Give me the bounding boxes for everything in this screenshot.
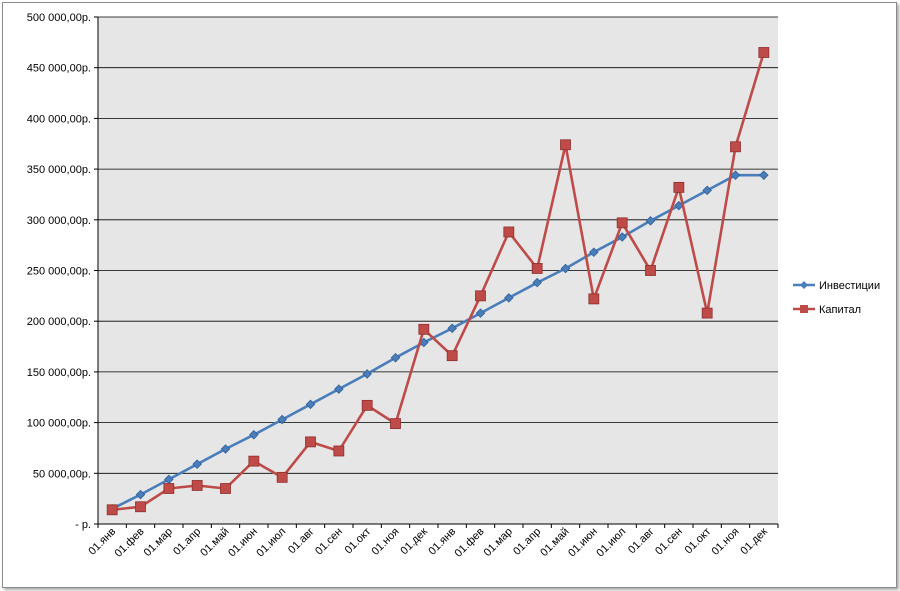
data-point-capital <box>361 399 373 411</box>
data-point-investments <box>249 430 259 440</box>
x-tick-label: 01.апр <box>171 526 203 558</box>
y-tick-label: 200 000,00р. <box>27 316 91 328</box>
x-tick-label: 01.сен <box>313 526 345 558</box>
data-point-investments <box>617 232 627 242</box>
x-tick-label: 01.май <box>198 526 231 559</box>
series-line-1 <box>111 173 764 510</box>
data-point-capital <box>701 307 713 319</box>
data-point-investments <box>447 323 457 334</box>
legend-marker <box>800 305 808 313</box>
data-point-investments <box>362 369 372 379</box>
x-tick-label: 01.дек <box>398 526 430 558</box>
data-point-capital <box>191 480 203 491</box>
x-tick-label: 01.июн <box>226 526 260 560</box>
x-tick-label: 01.окт <box>683 526 714 557</box>
data-point-capital <box>645 265 656 276</box>
data-point-capital <box>531 263 543 274</box>
data-point-capital <box>305 436 316 448</box>
x-tick-label: 01.авг <box>626 526 657 557</box>
x-tick-label: 01.мар <box>142 526 175 559</box>
x-tick-label: 01.мар <box>482 526 515 559</box>
data-point-capital <box>673 181 685 193</box>
y-tick-label: 400 000,00р. <box>27 113 91 125</box>
data-point-capital <box>390 418 401 430</box>
data-point-investments <box>645 216 656 226</box>
legend-label: Инвестиции <box>819 280 880 292</box>
data-point-capital <box>333 445 345 457</box>
data-point-capital <box>560 139 571 151</box>
data-point-capital <box>616 217 628 229</box>
data-point-investments <box>334 384 344 394</box>
legend-marker <box>800 281 808 289</box>
data-point-capital <box>758 47 770 58</box>
data-point-investments <box>504 293 514 303</box>
x-tick-label: 01.ноя <box>369 526 401 558</box>
data-point-capital <box>418 323 430 335</box>
data-point-investments <box>532 277 542 288</box>
data-point-capital <box>475 290 486 302</box>
data-point-capital <box>106 504 118 516</box>
data-point-investments <box>192 459 202 469</box>
y-tick-label: 300 000,00р. <box>27 215 91 227</box>
data-point-capital <box>135 501 146 513</box>
data-point-investments <box>135 489 146 500</box>
x-tick-label: 01.авг <box>286 526 317 557</box>
data-point-capital <box>730 141 741 153</box>
x-tick-label: 01.июн <box>566 526 600 560</box>
y-tick-label: 250 000,00р. <box>27 266 91 278</box>
y-tick-label: 500 000,00р. <box>27 12 91 24</box>
x-tick-label: 01.фев <box>452 526 486 560</box>
line-chart: - р. 50 000,00р. 100 000,00р. 150 000,00р. 2… <box>27 12 880 560</box>
data-point-investments <box>475 308 486 318</box>
x-tick-label: 01.дек <box>738 526 770 558</box>
x-tick-label: 01.ноя <box>709 526 741 558</box>
data-point-investments <box>305 399 316 410</box>
y-tick-label: 150 000,00р. <box>27 367 91 379</box>
x-tick-label: 01.май <box>538 526 571 559</box>
x-tick-label: 01.фев <box>112 526 146 560</box>
data-point-investments <box>702 185 712 196</box>
data-point-capital <box>248 455 260 467</box>
legend-label: Капитал <box>819 304 861 316</box>
y-tick-label: 100 000,00р. <box>27 418 91 430</box>
x-tick-label: 01.окт <box>343 526 374 557</box>
y-tick-label: 50 000,00р. <box>33 468 91 480</box>
x-tick-label: 01.июл <box>594 526 628 560</box>
data-point-capital <box>446 350 458 362</box>
data-point-investments <box>589 247 599 258</box>
data-point-investments <box>560 263 571 274</box>
data-point-investments <box>759 170 769 180</box>
data-point-investments <box>220 444 231 454</box>
y-tick-label: 450 000,00р. <box>27 63 91 75</box>
data-point-capital <box>588 293 600 305</box>
y-tick-label: - р. <box>75 519 91 531</box>
data-point-investments <box>277 414 287 425</box>
y-tick-label: 350 000,00р. <box>27 164 91 176</box>
data-point-investments <box>390 352 401 363</box>
data-point-capital <box>276 471 288 483</box>
x-tick-label: 01.июл <box>254 526 288 560</box>
x-tick-label: 01.апр <box>511 526 543 558</box>
x-tick-label: 01.сен <box>653 526 685 558</box>
data-point-capital <box>163 483 175 494</box>
data-point-capital <box>220 483 231 494</box>
data-point-investments <box>730 170 741 180</box>
data-point-capital <box>503 226 515 238</box>
